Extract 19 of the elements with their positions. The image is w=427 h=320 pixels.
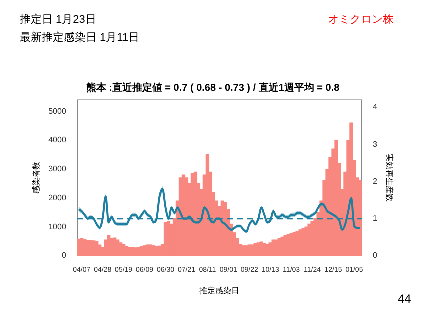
y-tick-label: 5000 <box>48 106 67 116</box>
y-tick-label: 0 <box>62 251 67 260</box>
y2-tick-label: 0 <box>372 251 378 260</box>
text: オミクロン株 <box>328 13 394 27</box>
y-axis-title: 感染者数 <box>32 162 42 194</box>
y2-tick-label: 3 <box>372 140 378 149</box>
y-tick-label: 2000 <box>48 193 67 202</box>
text: 最新推定感染日 1月11日 <box>20 30 140 45</box>
y2-axis-title: 実効再生産数 <box>384 154 394 202</box>
y-tick-label: 4000 <box>48 136 67 145</box>
text: 44 <box>398 292 412 306</box>
chart-title: 熊本 :直近推定値 = 0.7 ( 0.68 - 0.73 ) / 直近1週平均 = 0.8 <box>86 82 340 94</box>
y2-tick-label: 4 <box>372 102 378 112</box>
x-axis-title: 推定感染日 <box>200 286 240 296</box>
y-tick-label: 1000 <box>48 222 67 232</box>
y2-tick-label: 1 <box>372 214 378 224</box>
y-tick-label: 3000 <box>48 164 67 174</box>
text: 推定日 1月23日 <box>20 12 96 27</box>
y2-tick-label: 2 <box>372 176 378 186</box>
